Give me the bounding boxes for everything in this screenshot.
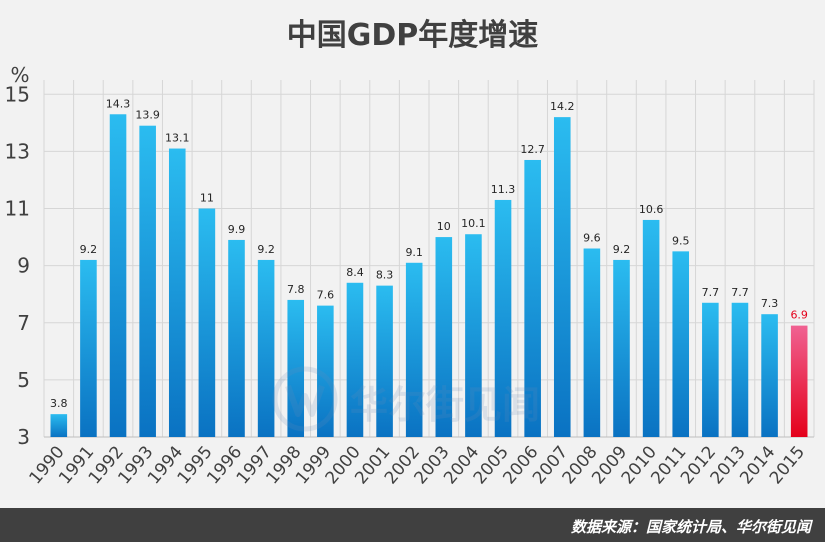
y-tick-label: 9 xyxy=(17,254,30,278)
bar-2001 xyxy=(376,285,393,437)
data-label-2003: 10 xyxy=(437,220,451,233)
bar-1998 xyxy=(287,299,305,437)
data-label-2010: 10.6 xyxy=(639,203,664,216)
bar-1990 xyxy=(50,414,68,437)
bar-2013 xyxy=(731,302,749,437)
data-label-2008: 9.6 xyxy=(583,232,601,245)
bar-2009 xyxy=(613,259,630,437)
data-label-1999: 7.6 xyxy=(317,289,335,302)
bars xyxy=(50,114,808,438)
bar-2005 xyxy=(494,199,512,437)
data-label-2011: 9.5 xyxy=(672,234,690,247)
data-label-1995: 11 xyxy=(200,192,214,205)
data-label-2006: 12.7 xyxy=(520,143,545,156)
chart-plot: 3 5 7 9 11 13 15 3.8 9.2 14.3 13.9 13.1 11 9.9 9.2 7.8… xyxy=(5,63,815,488)
bar-1991 xyxy=(80,259,97,437)
bar-1995 xyxy=(198,208,216,437)
bar-1997 xyxy=(257,259,275,437)
y-axis-label: % xyxy=(10,63,29,87)
y-tick-label: 11 xyxy=(5,197,30,221)
x-axis: 1990199119921993199419951996199719981999… xyxy=(26,442,810,488)
footer-bar: 数据来源：国家统计局、华尔街见闻 xyxy=(0,508,825,542)
bar-2007 xyxy=(553,117,571,438)
x-tick-label-2015: 2015 xyxy=(766,442,809,488)
data-label-1992: 14.3 xyxy=(106,97,131,110)
bar-2006 xyxy=(524,159,541,437)
bar-2004 xyxy=(465,234,482,437)
data-label-2007: 14.2 xyxy=(550,100,575,113)
bar-2000 xyxy=(346,282,364,437)
y-axis: 3 5 7 9 11 13 15 xyxy=(5,82,30,449)
bar-1999 xyxy=(317,305,334,437)
data-label-2012: 7.7 xyxy=(702,286,720,299)
data-label-1997: 9.2 xyxy=(257,243,275,256)
data-labels: 3.8 9.2 14.3 13.9 13.1 11 9.9 9.2 7.8 7.6 8.4 8.3 9.… xyxy=(50,97,808,410)
bar-1994 xyxy=(168,148,186,437)
y-tick-label: 5 xyxy=(17,368,30,392)
data-label-1998: 7.8 xyxy=(287,283,305,296)
data-label-2015: 6.9 xyxy=(790,309,808,322)
y-tick-label: 15 xyxy=(5,82,30,106)
y-tick-label: 13 xyxy=(5,139,30,163)
data-label-1994: 13.1 xyxy=(165,132,190,145)
bar-2008 xyxy=(583,248,601,437)
data-label-1993: 13.9 xyxy=(135,109,160,122)
data-label-2001: 8.3 xyxy=(376,269,394,282)
y-tick-label: 7 xyxy=(17,311,30,335)
bar-2012 xyxy=(702,302,719,437)
data-label-2005: 11.3 xyxy=(491,183,516,196)
data-label-1990: 3.8 xyxy=(50,397,68,410)
bar-2011 xyxy=(672,251,690,437)
data-label-2002: 9.1 xyxy=(405,246,423,259)
bar-2010 xyxy=(642,219,660,437)
data-label-2013: 7.7 xyxy=(731,286,749,299)
bar-1993 xyxy=(139,125,156,438)
bar-1996 xyxy=(228,239,245,437)
chart-title: 中国GDP年度增速 xyxy=(286,18,539,53)
source-text: 数据来源：国家统计局、华尔街见闻 xyxy=(570,518,811,536)
data-label-2000: 8.4 xyxy=(346,266,364,279)
data-label-2009: 9.2 xyxy=(613,243,631,256)
bar-2002 xyxy=(405,262,423,437)
bar-1992 xyxy=(109,114,127,437)
data-label-2014: 7.3 xyxy=(761,297,779,310)
bar-2003 xyxy=(435,237,453,437)
data-label-1996: 9.9 xyxy=(228,223,246,236)
y-tick-label: 3 xyxy=(17,425,30,449)
bar-2015 xyxy=(790,325,808,437)
data-label-1991: 9.2 xyxy=(80,243,98,256)
data-label-2004: 10.1 xyxy=(461,217,486,230)
bar-2014 xyxy=(761,314,778,437)
grid-lines xyxy=(43,80,815,438)
